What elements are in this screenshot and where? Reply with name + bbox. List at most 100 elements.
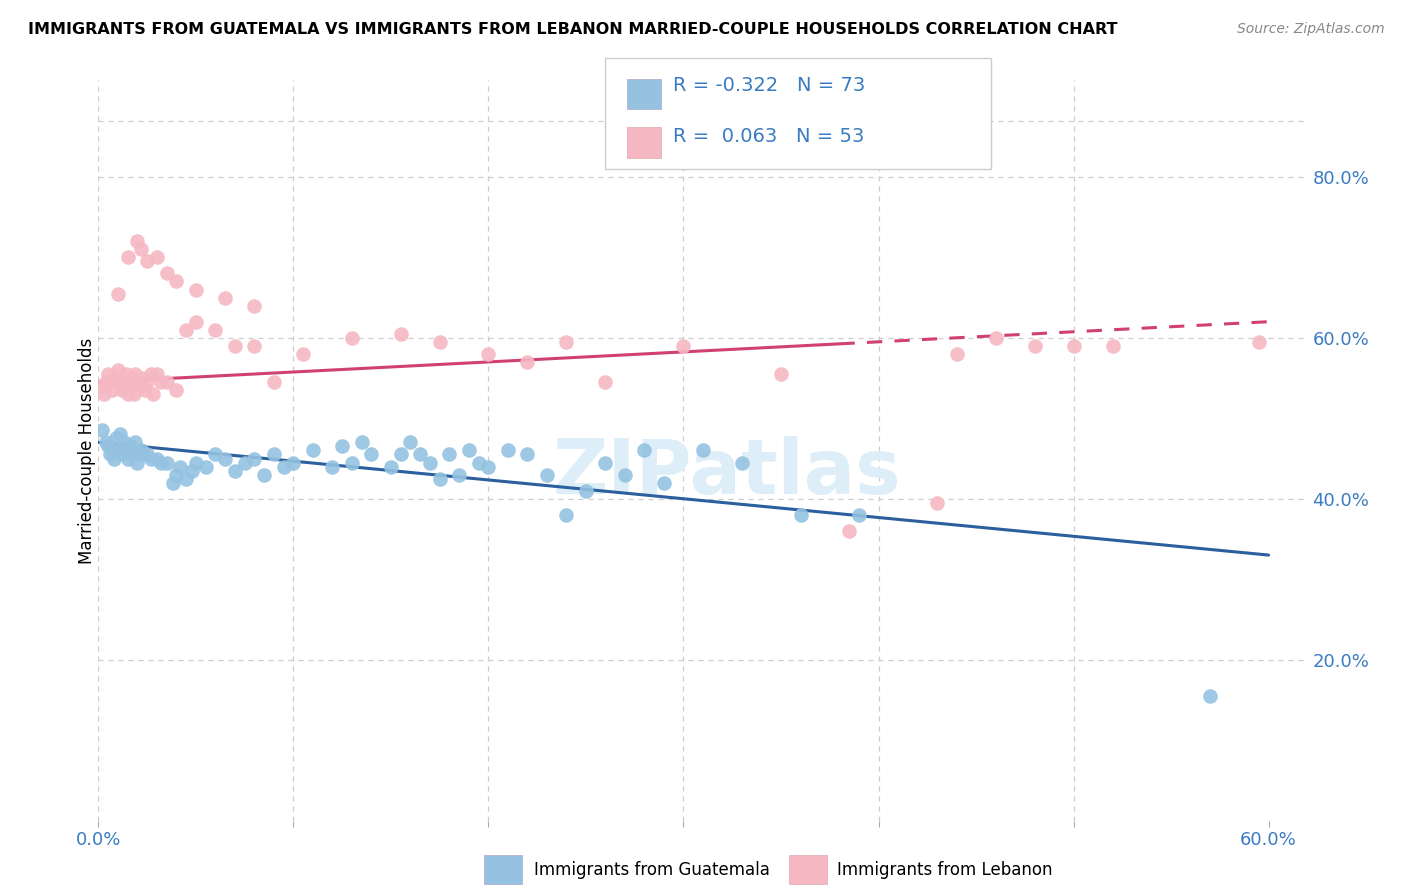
Point (692, 443, 714, 458)
Point (633, 443, 655, 458)
Point (575, 483, 598, 498)
Point (136, 448, 159, 462)
Point (555, 508, 578, 522)
Point (243, 299, 266, 313)
Point (91, 379, 114, 393)
Point (181, 464, 204, 478)
Point (114, 443, 136, 458)
Point (283, 456, 305, 470)
Point (273, 459, 295, 474)
Point (146, 367, 169, 381)
Point (132, 371, 155, 385)
Point (162, 475, 184, 490)
Point (149, 456, 172, 470)
Point (136, 375, 159, 389)
Point (97, 439, 120, 453)
Point (263, 375, 285, 389)
Point (595, 456, 617, 470)
Point (142, 387, 165, 401)
Point (136, 254, 159, 268)
Point (131, 242, 153, 256)
Point (184, 315, 207, 329)
Point (496, 443, 519, 458)
Point (127, 456, 149, 470)
Point (321, 459, 343, 474)
Point (731, 456, 754, 470)
Point (131, 443, 153, 458)
Point (107, 286, 129, 301)
Point (118, 375, 141, 389)
Point (380, 459, 402, 474)
Point (458, 443, 481, 458)
Text: Immigrants from Lebanon: Immigrants from Lebanon (837, 861, 1052, 879)
Point (149, 375, 172, 389)
Y-axis label: Married-couple Households: Married-couple Households (79, 337, 96, 564)
Point (91, 423, 114, 437)
Point (516, 448, 538, 462)
Point (214, 451, 236, 466)
Point (112, 435, 135, 450)
Point (108, 375, 131, 389)
Point (139, 367, 162, 381)
Point (127, 375, 149, 389)
Point (243, 451, 266, 466)
Point (111, 448, 134, 462)
Point (98, 448, 121, 462)
Point (184, 283, 207, 297)
Point (360, 448, 382, 462)
Point (302, 443, 325, 458)
Point (131, 379, 153, 393)
Point (101, 383, 124, 397)
Point (340, 456, 363, 470)
Point (156, 267, 179, 281)
Point (399, 435, 422, 450)
Point (419, 456, 441, 470)
Point (555, 334, 578, 349)
Point (263, 448, 285, 462)
Point (243, 339, 266, 353)
Point (848, 508, 870, 522)
Point (108, 427, 131, 442)
Point (449, 467, 471, 482)
Point (169, 459, 191, 474)
Point (156, 456, 179, 470)
Point (146, 451, 169, 466)
Point (114, 367, 136, 381)
Point (96, 435, 118, 450)
Point (204, 448, 226, 462)
Point (769, 367, 792, 381)
Point (1063, 339, 1085, 353)
Point (350, 435, 373, 450)
Point (389, 326, 412, 341)
Point (93, 387, 115, 401)
Point (789, 508, 811, 522)
Point (838, 524, 860, 538)
Point (194, 459, 217, 474)
Point (233, 456, 256, 470)
Point (98, 375, 121, 389)
Point (439, 448, 461, 462)
Point (292, 347, 315, 361)
Point (429, 472, 451, 486)
Point (1247, 334, 1270, 349)
Point (224, 464, 246, 478)
Text: IMMIGRANTS FROM GUATEMALA VS IMMIGRANTS FROM LEBANON MARRIED-COUPLE HOUSEHOLDS C: IMMIGRANTS FROM GUATEMALA VS IMMIGRANTS … (28, 22, 1118, 37)
Point (204, 323, 226, 337)
Point (134, 383, 156, 397)
Point (652, 475, 675, 490)
Point (103, 451, 125, 466)
Point (122, 387, 145, 401)
Point (127, 234, 149, 248)
Point (184, 456, 207, 470)
Point (165, 275, 187, 289)
Point (330, 439, 353, 453)
Point (174, 472, 197, 486)
Point (925, 496, 948, 510)
Point (984, 331, 1007, 345)
Text: R =  0.063   N = 53: R = 0.063 N = 53 (673, 127, 865, 145)
Point (139, 451, 162, 466)
Point (97, 367, 120, 381)
Point (121, 448, 143, 462)
Point (117, 451, 139, 466)
Point (409, 448, 432, 462)
